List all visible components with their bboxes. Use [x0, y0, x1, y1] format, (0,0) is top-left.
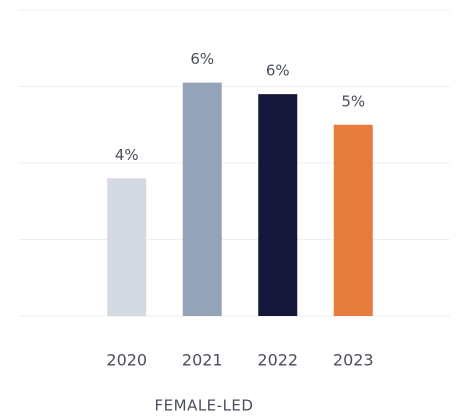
bar [333, 124, 373, 316]
value-label: 6% [266, 62, 290, 80]
bar [107, 178, 147, 316]
x-axis-label: FEMALE-LED [155, 397, 254, 415]
value-label: 5% [341, 92, 365, 110]
x-tick-label: 2022 [257, 351, 298, 370]
x-tick-label: 2020 [106, 351, 147, 370]
bar [182, 82, 222, 316]
value-label: 4% [115, 146, 139, 164]
value-label: 6% [190, 50, 214, 68]
x-tick-label: 2023 [333, 351, 374, 370]
x-tick-label: 2021 [182, 351, 223, 370]
bar [258, 94, 298, 317]
